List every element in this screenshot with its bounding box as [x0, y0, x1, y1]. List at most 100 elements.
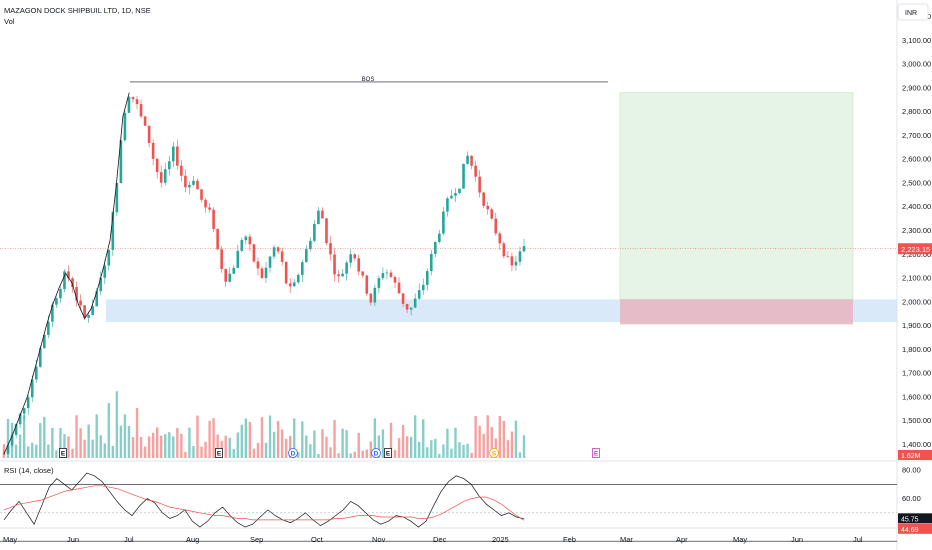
candle-body: [470, 155, 473, 166]
volume-value: 1.62M: [901, 453, 921, 460]
volume-bar: [143, 446, 147, 458]
y-tick-label: 1,700.00: [902, 369, 931, 378]
volume-bar: [337, 453, 340, 458]
currency-button[interactable]: [897, 3, 929, 21]
candle-body: [425, 271, 429, 285]
y-tick-label: 2,200.00: [902, 250, 931, 259]
candle-body: [143, 116, 147, 126]
candle-body: [462, 163, 465, 189]
y-tick-label: 1,900.00: [902, 321, 931, 330]
candle-body: [196, 180, 199, 190]
event-marker-label: E: [61, 451, 66, 458]
candle-body: [135, 99, 139, 105]
candle-body: [466, 155, 469, 164]
event-marker: [215, 448, 223, 458]
volume-bar: [87, 424, 90, 458]
candle-body: [498, 233, 502, 244]
candle-body: [176, 146, 179, 166]
event-marker: [592, 448, 600, 458]
volume-bar: [510, 431, 514, 458]
candle-body: [401, 293, 405, 304]
volume-bar: [160, 435, 163, 458]
volume-bar: [208, 420, 211, 458]
rsi-axis: 80.00 60.00: [902, 466, 921, 503]
volume-bar: [506, 440, 510, 458]
candle-body: [442, 211, 445, 234]
volume-bar: [71, 448, 74, 458]
candle-body: [34, 366, 38, 380]
candle-body: [2, 453, 6, 455]
volume-bar: [518, 452, 522, 458]
volume-bar: [280, 429, 284, 458]
candle-body: [163, 169, 167, 183]
volume-bar: [63, 434, 66, 458]
target-zone: [619, 92, 854, 300]
volume-bar: [498, 416, 502, 458]
volume-bar: [430, 440, 433, 458]
candle-body: [216, 228, 219, 250]
candle-body: [446, 198, 449, 212]
volume-bar: [377, 435, 381, 458]
volume-bar: [422, 419, 425, 458]
volume-bar: [369, 441, 373, 458]
candle-body: [373, 287, 377, 303]
candle-body: [353, 254, 356, 259]
volume-bar: [216, 434, 219, 458]
volume-bar: [450, 448, 453, 458]
volume-bar: [490, 427, 493, 458]
volume-bar: [405, 436, 409, 458]
volume-bar: [401, 425, 405, 458]
candle-body: [26, 397, 30, 409]
volume-bar: [139, 436, 143, 458]
candle-body: [127, 97, 131, 113]
volume-bar: [212, 418, 215, 458]
volume-bar: [397, 438, 401, 458]
candle-body: [232, 267, 236, 274]
candle-body: [95, 291, 99, 307]
zones: [106, 92, 897, 325]
candle-body: [300, 262, 304, 275]
volume-bar: [305, 435, 308, 458]
candle-body: [276, 247, 280, 252]
candle-body: [200, 189, 203, 200]
volume-bar: [236, 432, 239, 458]
candle-body: [272, 247, 276, 257]
candle-body: [264, 267, 268, 279]
candle-body: [228, 273, 232, 282]
volume-bar: [127, 426, 131, 458]
y-tick-label: 2,900.00: [902, 83, 931, 92]
volume-bar: [293, 418, 296, 458]
candle-body: [288, 283, 292, 287]
volume-bar: [345, 430, 348, 458]
event-marker-label: D: [291, 451, 296, 458]
symbol-title: MAZAGON DOCK SHIPBUIL LTD, 1D, NSE: [4, 6, 151, 15]
candle-body: [284, 261, 288, 284]
x-tick-label: Jun: [791, 535, 803, 544]
volume-bar: [494, 438, 497, 458]
candle-body: [260, 268, 264, 279]
volume-bars: [2, 391, 526, 458]
rsi-ma-value-tag: [898, 523, 932, 534]
volume-bar: [180, 433, 183, 458]
y-tick-label: 2,700.00: [902, 131, 931, 140]
candle-body: [429, 253, 433, 272]
candle-body: [139, 104, 143, 117]
volume-bar: [232, 448, 235, 458]
candle-body: [43, 334, 46, 349]
y-tick-label: 1,800.00: [902, 345, 931, 354]
candle-body: [172, 146, 175, 162]
candle-body: [494, 218, 498, 234]
candle-body: [341, 273, 344, 277]
candle-body: [256, 261, 260, 269]
event-marker: [59, 448, 67, 458]
x-tick-label: Aug: [186, 535, 199, 544]
volume-bar: [442, 444, 445, 458]
volume-bar: [482, 433, 485, 458]
candle-body: [268, 256, 272, 268]
candle-body: [490, 209, 494, 219]
volume-bar: [95, 414, 98, 458]
candle-body: [63, 271, 66, 290]
candle-body: [454, 193, 457, 196]
